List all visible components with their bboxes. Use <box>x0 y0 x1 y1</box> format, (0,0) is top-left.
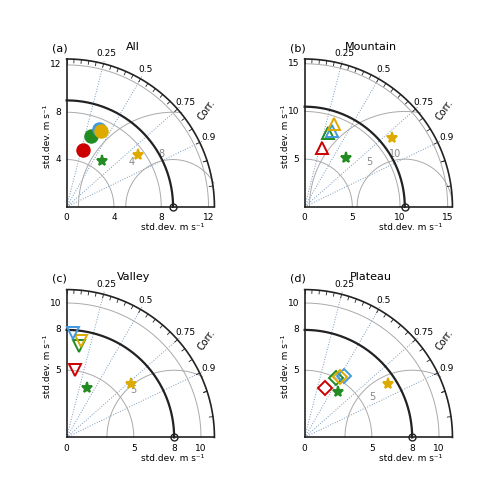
Text: Corr.: Corr. <box>196 98 216 122</box>
Text: std.dev. m s⁻¹: std.dev. m s⁻¹ <box>142 454 204 463</box>
Text: (b): (b) <box>290 43 306 53</box>
Text: 8: 8 <box>410 444 415 453</box>
Text: (a): (a) <box>52 43 68 53</box>
Text: 4: 4 <box>128 157 134 167</box>
Text: 5: 5 <box>368 392 375 402</box>
Text: 0.75: 0.75 <box>175 98 196 107</box>
Text: 0.25: 0.25 <box>334 49 354 58</box>
Text: 0.75: 0.75 <box>175 328 196 337</box>
Text: 5: 5 <box>369 444 374 453</box>
Text: Corr.: Corr. <box>434 328 454 352</box>
Text: 0.9: 0.9 <box>440 133 454 142</box>
Text: 12: 12 <box>203 213 214 222</box>
Text: 0.25: 0.25 <box>96 49 116 58</box>
Text: Plateau: Plateau <box>350 272 392 282</box>
Text: 0: 0 <box>302 444 308 453</box>
Text: Valley: Valley <box>116 272 150 282</box>
Text: 10: 10 <box>389 149 402 160</box>
Text: std.dev. m s⁻¹: std.dev. m s⁻¹ <box>43 335 52 398</box>
Text: 12: 12 <box>50 61 62 69</box>
Text: std.dev. m s⁻¹: std.dev. m s⁻¹ <box>43 104 52 167</box>
Text: 10: 10 <box>196 444 207 453</box>
Text: 8: 8 <box>294 325 300 334</box>
Text: 0.25: 0.25 <box>334 280 354 289</box>
Text: std.dev. m s⁻¹: std.dev. m s⁻¹ <box>380 454 442 463</box>
Text: 10: 10 <box>288 299 300 307</box>
Text: 10: 10 <box>288 107 300 116</box>
Text: 10: 10 <box>434 444 445 453</box>
Text: 4: 4 <box>111 213 116 222</box>
Text: 5: 5 <box>350 213 355 222</box>
Text: 0.5: 0.5 <box>138 65 153 74</box>
Text: 5: 5 <box>366 157 372 167</box>
Text: 0: 0 <box>64 213 70 222</box>
Text: 10: 10 <box>394 213 406 222</box>
Text: Mountain: Mountain <box>345 41 397 52</box>
Text: std.dev. m s⁻¹: std.dev. m s⁻¹ <box>281 335 290 398</box>
Text: 0.75: 0.75 <box>413 98 434 107</box>
Text: 0.5: 0.5 <box>376 65 391 74</box>
Text: (c): (c) <box>52 274 66 284</box>
Text: 0.9: 0.9 <box>202 133 216 142</box>
Text: 5: 5 <box>294 366 300 375</box>
Text: std.dev. m s⁻¹: std.dev. m s⁻¹ <box>142 223 204 232</box>
Text: 8: 8 <box>158 149 164 159</box>
Text: All: All <box>126 41 140 52</box>
Text: std.dev. m s⁻¹: std.dev. m s⁻¹ <box>281 104 290 167</box>
Text: 8: 8 <box>158 213 164 222</box>
Text: 15: 15 <box>288 59 300 68</box>
Text: 0.5: 0.5 <box>376 296 391 305</box>
Text: 0.9: 0.9 <box>202 364 216 373</box>
Text: 0.25: 0.25 <box>96 280 116 289</box>
Text: 5: 5 <box>56 366 62 375</box>
Text: 5: 5 <box>130 386 137 395</box>
Text: 10: 10 <box>50 299 62 307</box>
Text: 0: 0 <box>302 213 308 222</box>
Text: 15: 15 <box>442 213 454 222</box>
Text: 8: 8 <box>56 108 62 117</box>
Text: 8: 8 <box>172 444 177 453</box>
Text: 0.9: 0.9 <box>440 364 454 373</box>
Text: 4: 4 <box>56 155 62 164</box>
Text: 5: 5 <box>131 444 136 453</box>
Text: (d): (d) <box>290 274 306 284</box>
Text: Corr.: Corr. <box>196 328 216 352</box>
Text: 0.5: 0.5 <box>138 296 153 305</box>
Text: 0: 0 <box>64 444 70 453</box>
Text: Corr.: Corr. <box>434 98 454 122</box>
Text: 0.75: 0.75 <box>413 328 434 337</box>
Text: std.dev. m s⁻¹: std.dev. m s⁻¹ <box>380 223 442 232</box>
Text: 8: 8 <box>56 325 62 334</box>
Text: 5: 5 <box>294 155 300 163</box>
